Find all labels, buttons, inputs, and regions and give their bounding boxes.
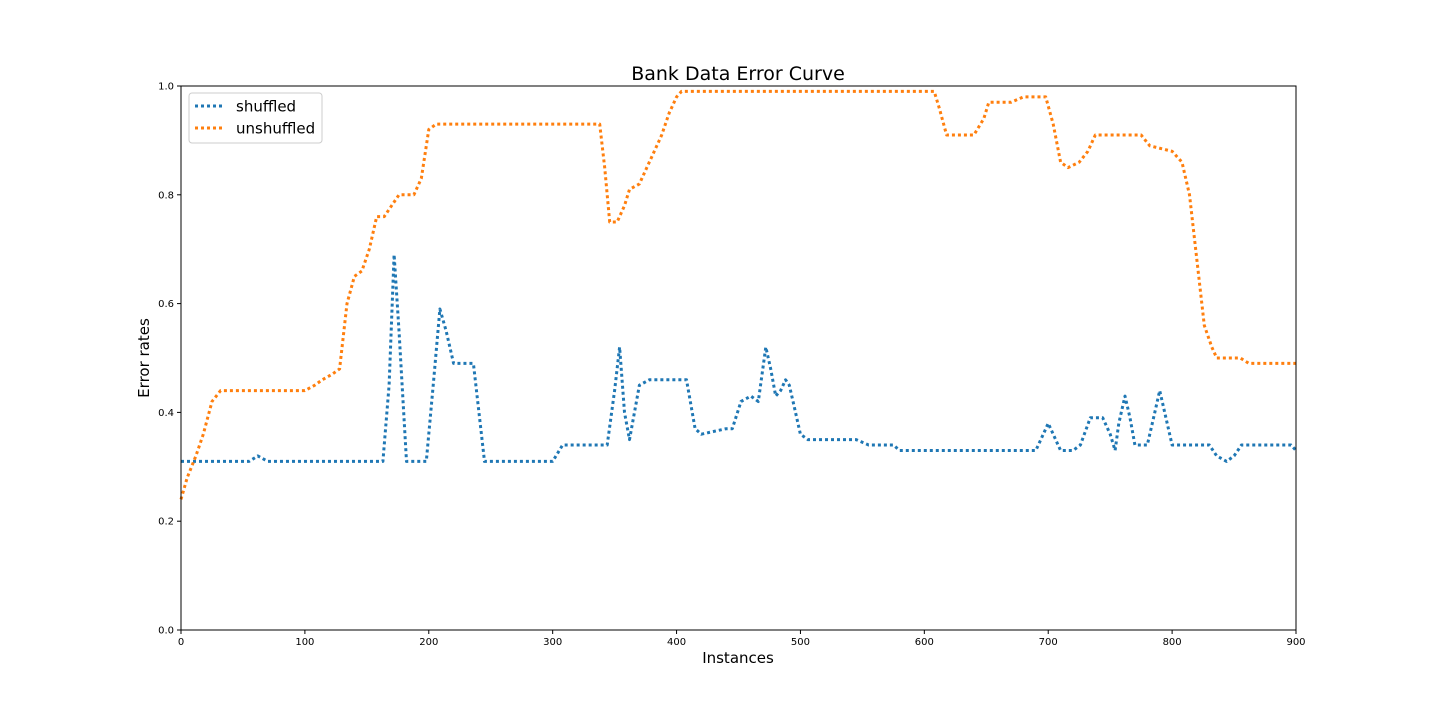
plot-frame <box>180 85 1297 631</box>
x-tick-label: 400 <box>667 637 686 648</box>
x-axis: 0 100 200 300 400 500 600 700 800 900 <box>178 630 1306 648</box>
y-tick-label: 0.8 <box>158 190 174 201</box>
legend-label-shuffled: shuffled <box>236 98 296 116</box>
x-tick-label: 700 <box>1039 637 1058 648</box>
series-line-shuffled <box>181 253 1298 463</box>
chart-title: Bank Data Error Curve <box>631 63 845 85</box>
plot-background <box>181 86 1296 630</box>
y-tick-label: 0.4 <box>158 408 174 419</box>
x-tick-label: 0 <box>178 637 184 648</box>
x-tick-label: 500 <box>791 637 810 648</box>
legend: shuffled unshuffled <box>188 92 323 144</box>
x-tick-label: 200 <box>419 637 438 648</box>
x-tick-label: 900 <box>1286 637 1305 648</box>
x-axis-title: Instances <box>702 649 774 667</box>
y-axis: 0.0 0.2 0.4 0.6 0.8 1.0 <box>158 82 181 637</box>
legend-box <box>188 92 323 144</box>
y-tick-label: 0.6 <box>158 299 174 310</box>
series-line-unshuffled <box>179 89 1296 500</box>
x-tick-label: 600 <box>915 637 934 648</box>
y-axis-title: Error rates <box>135 318 153 398</box>
plot-area <box>179 85 1298 631</box>
x-tick-label: 800 <box>1163 637 1182 648</box>
legend-label-unshuffled: unshuffled <box>236 120 315 138</box>
x-tick-label: 100 <box>295 637 314 648</box>
x-tick-label: 300 <box>543 637 562 648</box>
y-tick-label: 0.0 <box>158 626 174 637</box>
y-tick-label: 1.0 <box>158 82 174 93</box>
y-tick-label: 0.2 <box>158 517 174 528</box>
